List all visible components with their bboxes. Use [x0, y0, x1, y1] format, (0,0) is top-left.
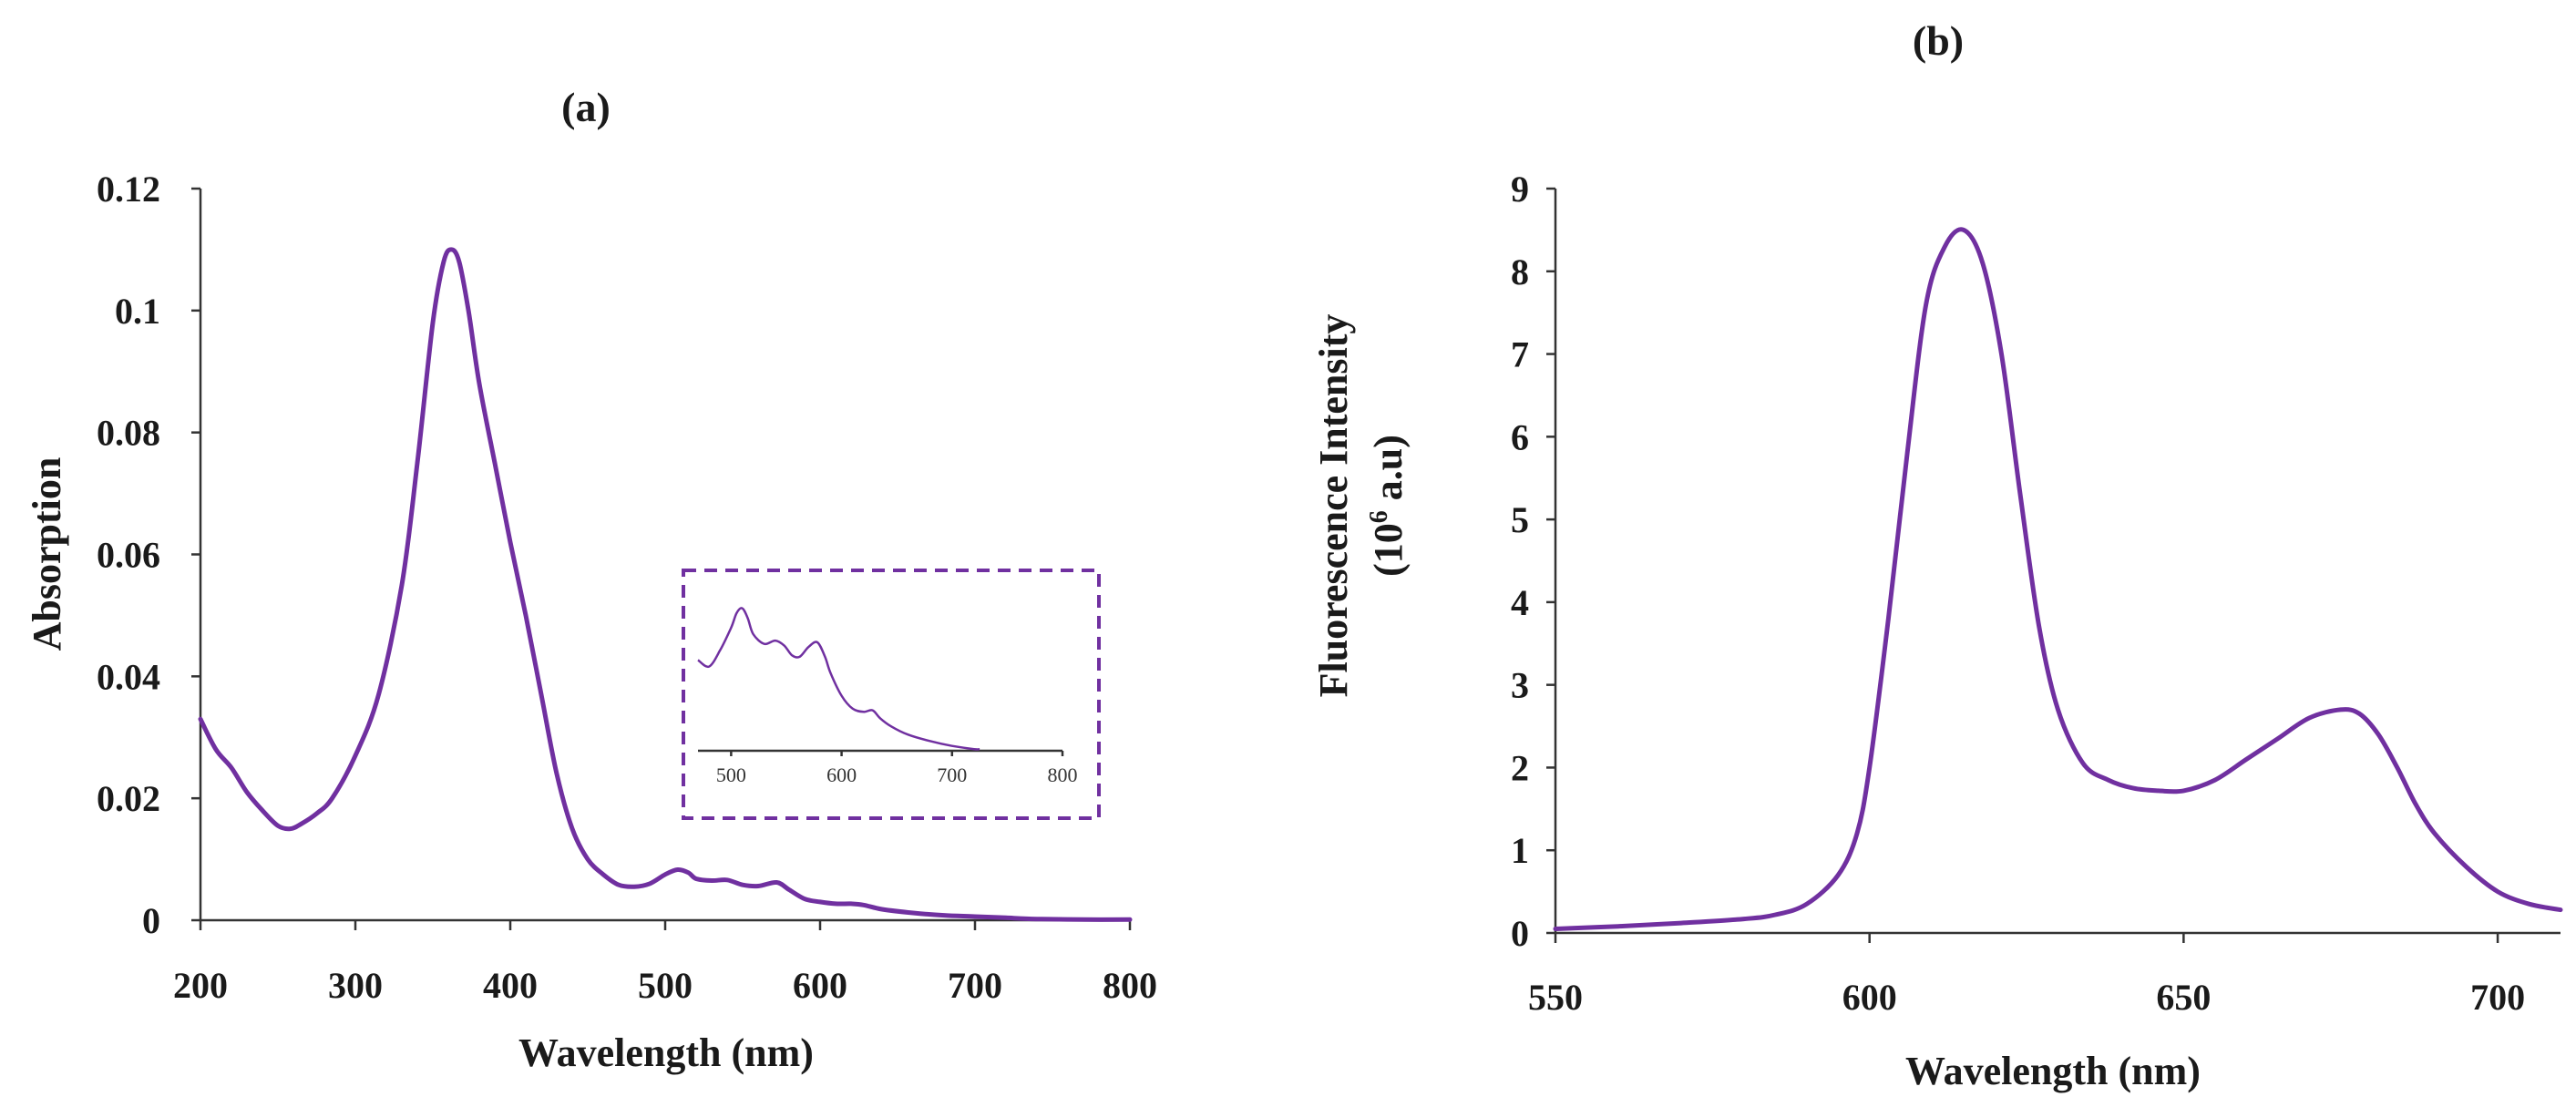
chart-b-series-line	[1553, 227, 2563, 931]
chart-b-y-label-prefix: (10	[1366, 523, 1411, 577]
chart-b-y-tick-label: 6	[1511, 416, 1529, 457]
chart-b-y-label-suffix: a.u)	[1366, 435, 1411, 510]
chart-b-x-tick-label: 600	[1842, 977, 1897, 1018]
chart-a-x-tick-label: 600	[793, 965, 847, 1006]
chart-b-title: (b)	[1913, 17, 1964, 64]
inset-frame	[682, 569, 1101, 820]
chart-a-x-tick-label: 300	[328, 965, 383, 1006]
chart-a-y-tick-label: 0	[142, 900, 160, 941]
chart-b-y-tick-label: 3	[1511, 665, 1529, 706]
chart-a-y-tick-label: 0.1	[115, 291, 160, 332]
chart-a-inset: 500 600 700 800	[682, 569, 1101, 820]
chart-a-y-tick-label: 0.02	[97, 778, 160, 819]
chart-a-y-ticks: 0 0.02 0.04 0.06 0.08 0.1 0.12	[97, 169, 200, 941]
chart-a-y-axis-label: Absorption	[25, 457, 69, 651]
chart-a-y-tick-label: 0.08	[97, 413, 160, 454]
chart-b-y-label-line1: Fluorescence Intensity	[1311, 314, 1356, 698]
chart-b-y-axis-label: Fluorescence Intensity (106 a.u)	[1311, 314, 1411, 698]
chart-b-x-tick-label: 650	[2156, 977, 2211, 1018]
chart-b-x-axis-label: Wavelength (nm)	[1905, 1049, 2201, 1093]
chart-a-title: (a)	[561, 84, 611, 130]
chart-a-x-ticks: 200 300 400 500 600 700 800	[173, 920, 1157, 1006]
chart-b-y-tick-label: 5	[1511, 499, 1529, 540]
inset-x-tick-label: 500	[716, 764, 746, 786]
chart-b-y-label-sup: 6	[1365, 510, 1393, 523]
chart-a-x-tick-label: 700	[948, 965, 1002, 1006]
inset-series-line	[697, 607, 980, 751]
chart-a-x-tick-label: 400	[483, 965, 538, 1006]
chart-b-y-tick-label: 4	[1511, 582, 1529, 623]
chart-b-x-ticks: 550 600 650 700	[1528, 933, 2525, 1018]
inset-x-tick-label: 700	[937, 764, 967, 786]
chart-a: (a) Absorption Wavelength (nm) 0 0.02 0.04…	[25, 84, 1157, 1075]
chart-b-y-tick-label: 1	[1511, 830, 1529, 871]
chart-b-x-tick-label: 700	[2470, 977, 2525, 1018]
chart-b-y-tick-label: 9	[1511, 169, 1529, 210]
chart-b-x-tick-label: 550	[1528, 977, 1583, 1018]
chart-b-y-tick-label: 0	[1511, 913, 1529, 954]
chart-a-x-tick-label: 200	[173, 965, 228, 1006]
inset-x-tick-label: 800	[1048, 764, 1078, 786]
inset-x-ticks: 500 600 700 800	[716, 751, 1078, 786]
chart-a-series-line	[198, 247, 1133, 922]
chart-a-x-tick-label: 500	[638, 965, 693, 1006]
chart-b-y-label-line2: (106 a.u)	[1365, 435, 1411, 577]
chart-a-y-tick-label: 0.06	[97, 535, 160, 576]
chart-b-y-tick-label: 7	[1511, 334, 1529, 375]
chart-b-y-ticks: 0 1 2 3 4 5 6 7 8 9	[1511, 169, 1555, 954]
inset-x-tick-label: 600	[826, 764, 857, 786]
chart-a-y-tick-label: 0.12	[97, 169, 160, 210]
chart-a-y-tick-label: 0.04	[97, 656, 160, 697]
chart-b-y-tick-label: 2	[1511, 747, 1529, 788]
chart-b-y-tick-label: 8	[1511, 251, 1529, 292]
chart-a-x-tick-label: 800	[1103, 965, 1157, 1006]
chart-b: (b) Fluorescence Intensity (106 a.u) Wav…	[1311, 17, 2563, 1093]
chart-a-x-axis-label: Wavelength (nm)	[518, 1030, 814, 1075]
